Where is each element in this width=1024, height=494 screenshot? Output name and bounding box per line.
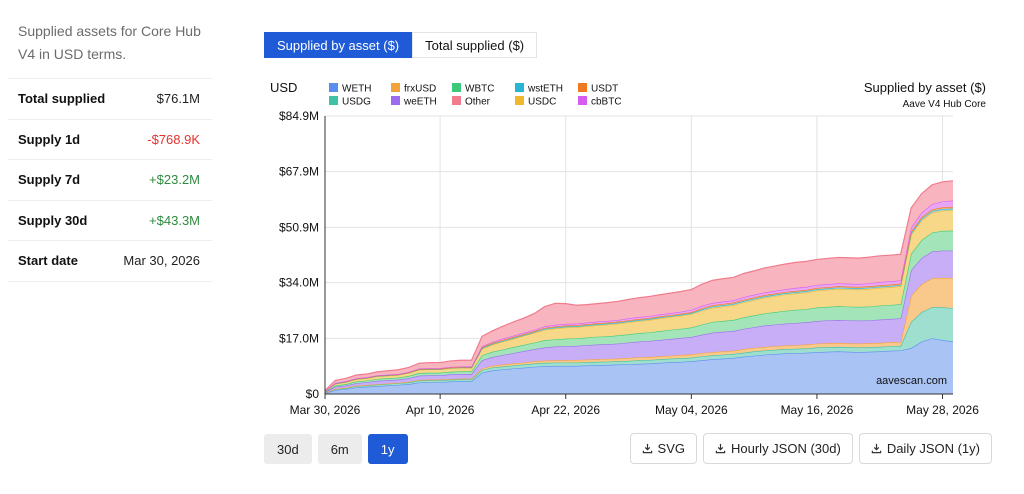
stat-row-total-supplied: Total supplied $76.1M — [8, 79, 212, 120]
range-selector: 30d 6m 1y — [264, 434, 408, 464]
legend-swatch-wbtc — [452, 83, 461, 92]
stat-value: +$43.3M — [149, 212, 200, 228]
area-usdc — [325, 210, 953, 392]
area-wbtc — [325, 230, 953, 393]
download-icon — [715, 443, 726, 454]
stacked-area-chart[interactable]: $0 $17.0M $34.0M $50.9M $67.9M $84.9M Mar 30, … — [262, 76, 992, 422]
legend-swatch-weeth — [391, 96, 400, 105]
download-icon — [871, 443, 882, 454]
x-tick-label: May 04, 2026 — [655, 403, 728, 417]
download-daily-json-label: Daily JSON (1y) — [886, 441, 980, 456]
legend-swatch-weth — [329, 83, 338, 92]
legend-swatch-usdc — [515, 96, 524, 105]
legend-label-frxusd: frxUSD — [404, 84, 436, 95]
chart-subtitle: Aave V4 Hub Core — [903, 99, 987, 110]
legend-label-cbbtc: cbBTC — [591, 97, 622, 108]
legend-swatch-cbbtc — [578, 96, 587, 105]
stat-row-supply-7d: Supply 7d +$23.2M — [8, 160, 212, 201]
stat-label: Supply 7d — [18, 172, 81, 188]
stat-value: -$768.9K — [147, 131, 200, 147]
stat-value: $76.1M — [156, 91, 200, 107]
legend-label-weth: WETH — [342, 84, 371, 95]
legend-swatch-usdg — [329, 96, 338, 105]
legend-label-weeth: weETH — [403, 97, 437, 108]
stat-value: Mar 30, 2026 — [123, 253, 200, 269]
stat-value: +$23.2M — [149, 172, 200, 188]
area-weth — [325, 338, 953, 394]
y-tick-label: $84.9M — [279, 109, 319, 123]
area-usdg — [325, 307, 953, 394]
download-svg-label: SVG — [657, 441, 685, 456]
legend-label-usdg: USDG — [342, 97, 371, 108]
range-button-30d[interactable]: 30d — [264, 434, 312, 464]
chart-tabs: Supplied by asset ($) Total supplied ($) — [264, 32, 538, 58]
legend-swatch-wsteth — [515, 83, 524, 92]
stat-label: Supply 1d — [18, 131, 81, 147]
line-other — [324, 180, 954, 391]
stat-row-supply-1d: Supply 1d -$768.9K — [8, 120, 212, 160]
x-tick-label: Apr 22, 2026 — [531, 403, 600, 417]
download-buttons: SVG Hourly JSON (30d) Daily JSON (1y) — [629, 433, 992, 464]
legend-label-other: Other — [465, 97, 491, 108]
legend-label-wbtc: WBTC — [465, 84, 494, 95]
x-tick-label: Mar 30, 2026 — [290, 403, 361, 417]
download-hourly-json-button[interactable]: Hourly JSON (30d) — [703, 433, 853, 464]
tab-total-supplied[interactable]: Total supplied ($) — [412, 32, 538, 58]
range-button-1y[interactable]: 1y — [367, 434, 408, 464]
stat-row-supply-30d: Supply 30d +$43.3M — [8, 201, 212, 241]
chart-description: Supplied assets for Core Hub V4 in USD t… — [18, 23, 201, 62]
area-other — [325, 180, 953, 392]
download-daily-json-button[interactable]: Daily JSON (1y) — [858, 433, 992, 464]
legend-label-usdc: USDC — [528, 97, 556, 108]
y-tick-label: $0 — [306, 387, 320, 401]
y-tick-label: $17.0M — [279, 331, 319, 345]
legend-swatch-other — [452, 96, 461, 105]
legend-label-usdt: USDT — [591, 84, 618, 95]
stat-row-start-date: Start date Mar 30, 2026 — [8, 241, 212, 282]
legend-swatch-usdt — [578, 83, 587, 92]
range-button-6m[interactable]: 6m — [317, 434, 362, 464]
legend-label-wsteth: wstETH — [527, 84, 563, 95]
y-tick-label: $34.0M — [279, 276, 319, 290]
stat-label: Supply 30d — [18, 212, 88, 228]
download-hourly-json-label: Hourly JSON (30d) — [731, 441, 841, 456]
legend-swatch-frxusd — [391, 83, 400, 92]
y-axis-label: USD — [270, 80, 297, 95]
download-svg-button[interactable]: SVG — [629, 433, 697, 464]
x-tick-label: May 16, 2026 — [781, 403, 854, 417]
tab-supplied-by-asset[interactable]: Supplied by asset ($) — [264, 32, 413, 58]
chart-title: Supplied by asset ($) — [864, 80, 986, 95]
x-tick-label: Apr 10, 2026 — [406, 403, 475, 417]
stat-label: Total supplied — [18, 91, 106, 107]
y-tick-label: $50.9M — [279, 220, 319, 234]
watermark: aavescan.com — [876, 375, 947, 387]
x-tick-label: May 28, 2026 — [906, 403, 979, 417]
area-weeth — [325, 250, 953, 393]
y-tick-label: $67.9M — [279, 165, 319, 179]
download-icon — [642, 443, 652, 454]
stats-panel: Total supplied $76.1M Supply 1d -$768.9K… — [8, 78, 212, 282]
stat-label: Start date — [18, 253, 78, 269]
